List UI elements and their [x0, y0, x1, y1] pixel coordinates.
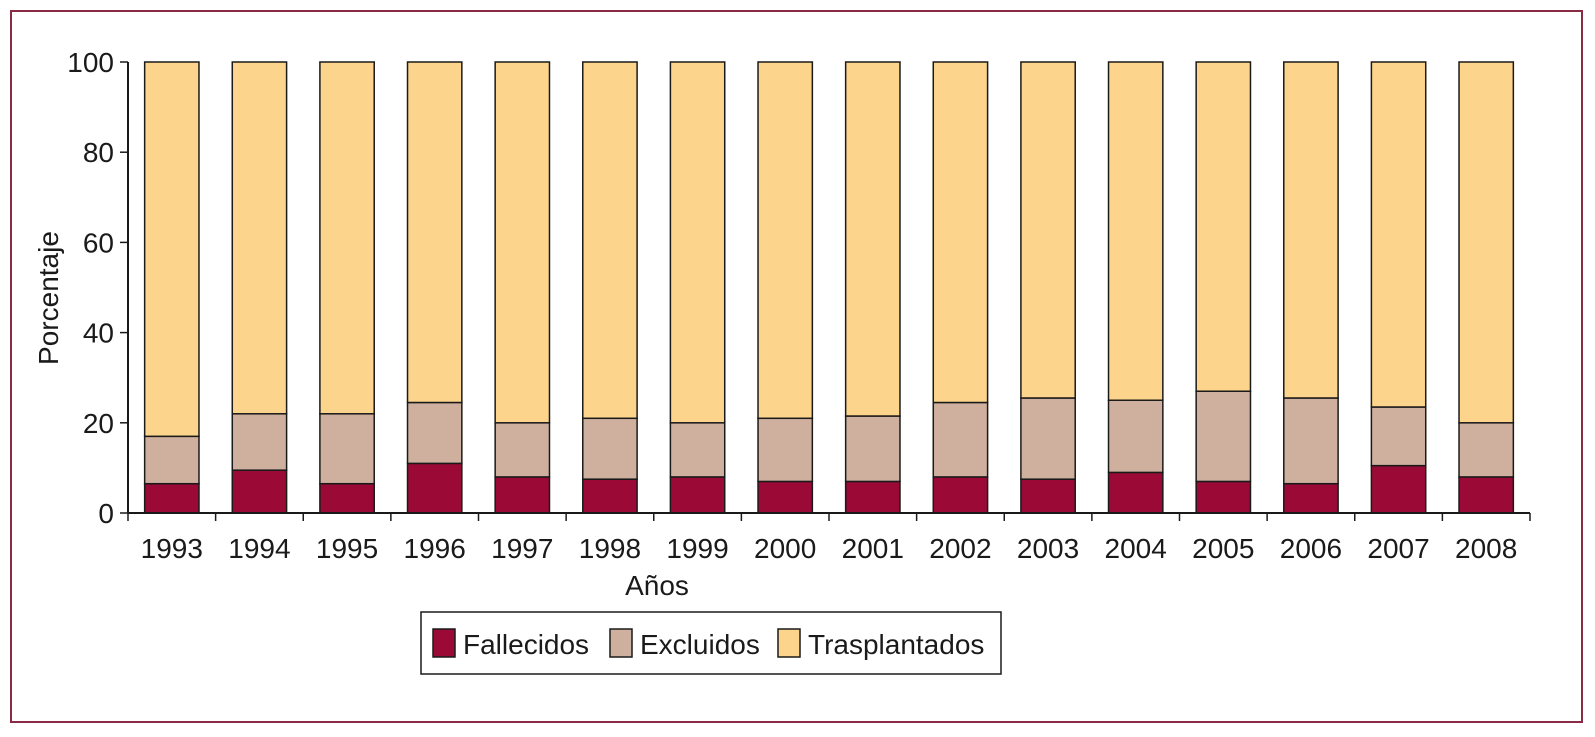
bar-fallecidos-1996	[406, 462, 463, 514]
legend-label-trasplantados: Trasplantados	[808, 629, 984, 660]
x-tick-label: 1993	[141, 533, 203, 564]
x-tick-label: 1995	[316, 533, 378, 564]
x-tick-label: 2001	[842, 533, 904, 564]
bar-fallecidos-2005	[1195, 480, 1252, 514]
bar-trasplantados-2006	[1283, 61, 1339, 399]
bar-excluidos-2007	[1370, 406, 1427, 467]
y-tick-label: 20	[83, 408, 114, 439]
x-tick-label: 2005	[1192, 533, 1254, 564]
bar-fallecidos-1993	[143, 482, 200, 514]
bar-fallecidos-2002	[932, 476, 989, 514]
legend: Fallecidos Excluidos Trasplantados	[420, 611, 1002, 675]
bar-excluidos-1993	[143, 435, 200, 485]
x-tick-label: 1996	[404, 533, 466, 564]
bar-trasplantados-2008	[1458, 61, 1515, 424]
bar-excluidos-2003	[1020, 397, 1076, 480]
bar-trasplantados-1998	[582, 61, 638, 420]
bar-fallecidos-2007	[1370, 464, 1427, 514]
x-axis-title: Años	[625, 570, 689, 601]
x-tick-label: 2008	[1455, 533, 1517, 564]
bar-trasplantados-1994	[231, 61, 288, 415]
chart-frame	[10, 10, 1583, 723]
x-tick-label: 2002	[929, 533, 991, 564]
x-tick-label: 2000	[754, 533, 816, 564]
legend-swatch-excluidos	[609, 628, 633, 658]
bar-excluidos-1994	[231, 413, 288, 471]
x-tick-label: 1994	[228, 533, 290, 564]
bar-fallecidos-2001	[844, 480, 901, 514]
legend-swatch-trasplantados	[777, 628, 801, 658]
bar-excluidos-1996	[406, 401, 463, 465]
legend-swatch-fallecidos	[432, 628, 456, 658]
bar-trasplantados-1995	[319, 61, 375, 415]
bar-fallecidos-1998	[582, 478, 638, 514]
bar-trasplantados-2004	[1107, 61, 1164, 401]
bar-fallecidos-2004	[1107, 471, 1164, 514]
legend-box	[420, 611, 1002, 675]
bar-trasplantados-1997	[494, 61, 551, 424]
bar-excluidos-2000	[757, 417, 814, 483]
bar-trasplantados-2005	[1195, 61, 1252, 392]
bar-fallecidos-1999	[669, 476, 726, 514]
x-tick-label: 1998	[579, 533, 641, 564]
bar-trasplantados-2000	[757, 61, 814, 420]
bar-excluidos-1995	[319, 413, 375, 485]
bar-excluidos-1999	[669, 422, 726, 478]
bar-fallecidos-2006	[1283, 482, 1339, 514]
bar-fallecidos-2003	[1020, 478, 1076, 514]
bar-fallecidos-1997	[494, 476, 551, 514]
bar-excluidos-1997	[494, 422, 551, 478]
bar-trasplantados-1993	[143, 61, 200, 438]
bar-fallecidos-1995	[319, 482, 375, 514]
x-tick-label: 2006	[1280, 533, 1342, 564]
x-tick-label: 1999	[666, 533, 728, 564]
bar-trasplantados-2001	[844, 61, 901, 417]
bar-excluidos-2002	[932, 401, 989, 478]
y-tick-label: 40	[83, 318, 114, 349]
bar-trasplantados-2003	[1020, 61, 1076, 399]
x-tick-label: 2003	[1017, 533, 1079, 564]
bar-trasplantados-1999	[669, 61, 726, 424]
bar-excluidos-2008	[1458, 422, 1515, 478]
y-axis-title: Porcentaje	[33, 231, 64, 365]
legend-label-excluidos: Excluidos	[640, 629, 760, 660]
bars-layer	[143, 61, 1515, 514]
legend-label-fallecidos: Fallecidos	[463, 629, 589, 660]
x-tick-label: 1997	[491, 533, 553, 564]
y-tick-label: 0	[98, 498, 114, 529]
bar-fallecidos-2008	[1458, 476, 1515, 514]
bar-excluidos-2001	[844, 415, 901, 483]
bar-trasplantados-2002	[932, 61, 989, 404]
y-tick-label: 80	[83, 137, 114, 168]
bar-trasplantados-2007	[1370, 61, 1427, 408]
x-tick-label: 2007	[1367, 533, 1429, 564]
bar-excluidos-2005	[1195, 390, 1252, 483]
bar-excluidos-2004	[1107, 399, 1164, 474]
y-tick-label: 100	[67, 47, 114, 78]
bar-fallecidos-1994	[231, 469, 288, 514]
axes-layer: 1993 1994 1995 1996 1997 1998 1999 2000 2001 2002…	[67, 47, 1531, 564]
bar-fallecidos-2000	[757, 480, 814, 514]
x-tick-label: 2004	[1105, 533, 1167, 564]
y-tick-label: 60	[83, 227, 114, 258]
bar-excluidos-1998	[582, 417, 638, 480]
bar-trasplantados-1996	[406, 61, 463, 404]
bar-excluidos-2006	[1283, 397, 1339, 485]
